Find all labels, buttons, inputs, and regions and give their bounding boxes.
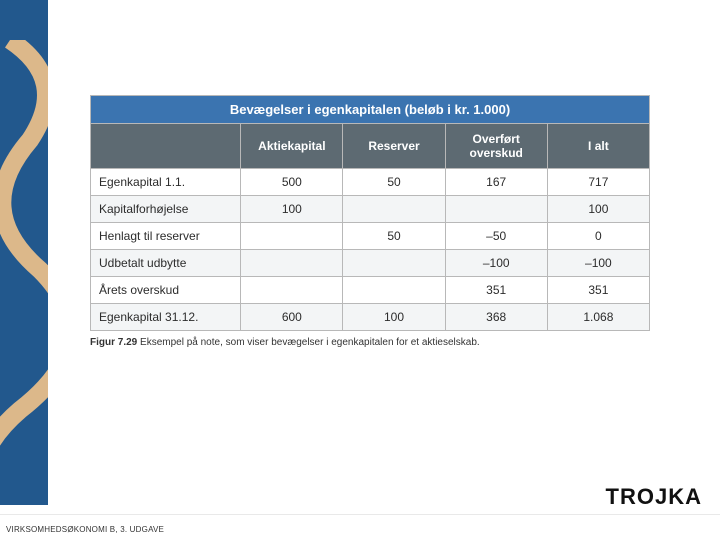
cell [343, 277, 445, 304]
table-row: Egenkapital 1.1. 500 50 167 717 [91, 169, 650, 196]
cell: 167 [445, 169, 547, 196]
cell: 351 [445, 277, 547, 304]
caption-text: Eksempel på note, som viser bevægelser i… [140, 337, 480, 348]
table-row: Årets overskud 351 351 [91, 277, 650, 304]
decorative-swirl-icon [0, 40, 48, 505]
row-label: Årets overskud [91, 277, 241, 304]
cell: 500 [241, 169, 343, 196]
table-row: Kapitalforhøjelse 100 100 [91, 196, 650, 223]
cell: 50 [343, 223, 445, 250]
cell: 717 [547, 169, 649, 196]
footer-rule [0, 514, 720, 515]
footer-text: VIRKSOMHEDSØKONOMI B, 3. UDGAVE [6, 525, 164, 534]
cell: 100 [241, 196, 343, 223]
main-content: Bevægelser i egenkapitalen (beløb i kr. … [90, 95, 650, 348]
header-col-3: Overført overskud [445, 124, 547, 169]
cell: 1.068 [547, 304, 649, 331]
cell: 368 [445, 304, 547, 331]
cell: –50 [445, 223, 547, 250]
cell [241, 250, 343, 277]
header-col-1: Aktiekapital [241, 124, 343, 169]
header-col-2: Reserver [343, 124, 445, 169]
figure-caption: Figur 7.29 Eksempel på note, som viser b… [90, 337, 650, 348]
row-label: Egenkapital 31.12. [91, 304, 241, 331]
cell: 0 [547, 223, 649, 250]
left-decorative-band [0, 0, 48, 505]
equity-movements-table: Bevægelser i egenkapitalen (beløb i kr. … [90, 95, 650, 331]
row-label: Henlagt til reserver [91, 223, 241, 250]
row-label: Kapitalforhøjelse [91, 196, 241, 223]
cell: 351 [547, 277, 649, 304]
table-title: Bevægelser i egenkapitalen (beløb i kr. … [91, 96, 650, 124]
header-blank [91, 124, 241, 169]
cell [241, 277, 343, 304]
cell: –100 [445, 250, 547, 277]
row-label: Egenkapital 1.1. [91, 169, 241, 196]
cell: 50 [343, 169, 445, 196]
cell [343, 196, 445, 223]
caption-label: Figur 7.29 [90, 337, 137, 348]
table-row: Henlagt til reserver 50 –50 0 [91, 223, 650, 250]
footer-band: VIRKSOMHEDSØKONOMI B, 3. UDGAVE [0, 514, 720, 540]
brand-logo: TROJKA [606, 484, 702, 510]
cell: 600 [241, 304, 343, 331]
table-row: Udbetalt udbytte –100 –100 [91, 250, 650, 277]
cell: 100 [547, 196, 649, 223]
cell [445, 196, 547, 223]
cell [343, 250, 445, 277]
cell: 100 [343, 304, 445, 331]
cell: –100 [547, 250, 649, 277]
header-col-4: I alt [547, 124, 649, 169]
table-row: Egenkapital 31.12. 600 100 368 1.068 [91, 304, 650, 331]
row-label: Udbetalt udbytte [91, 250, 241, 277]
cell [241, 223, 343, 250]
